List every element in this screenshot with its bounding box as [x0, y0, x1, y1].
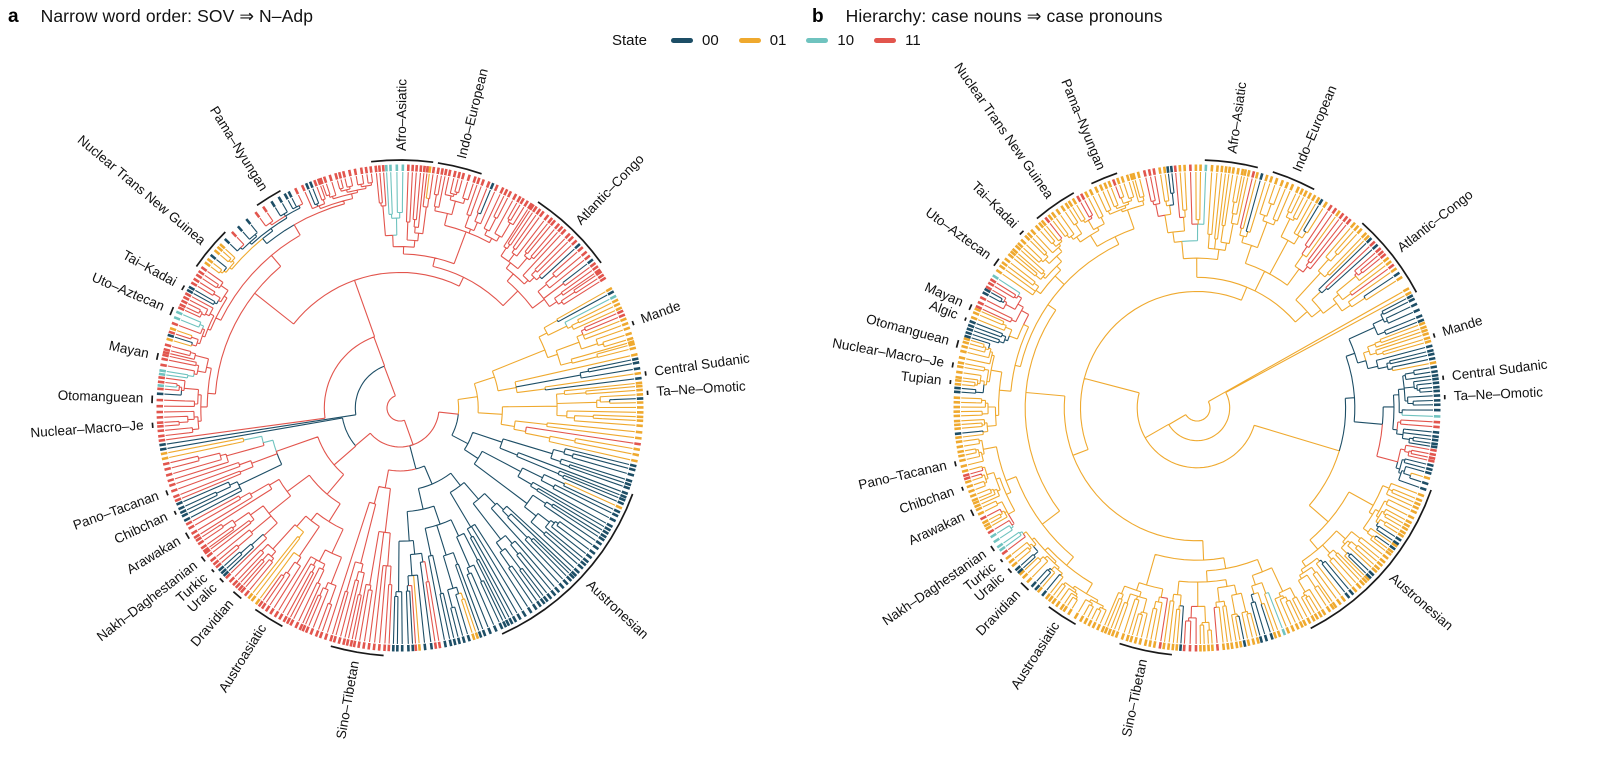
family-label-ta-ne-omotic: Ta–Ne–Omotic: [1453, 384, 1543, 403]
family-label-indo-european: Indo–European: [1290, 83, 1340, 174]
family-label-indo-european: Indo–European: [454, 67, 491, 160]
family-label-central-sudanic: Central Sudanic: [1451, 357, 1548, 384]
family-label-sino-tibetan: Sino–Tibetan: [333, 660, 362, 740]
family-label-nuclear-trans-new-guinea: Nuclear Trans New Guinea: [75, 132, 209, 248]
tip-ring-state-10: [990, 164, 1441, 636]
legend-title: State: [612, 32, 648, 49]
family-label-austroasiatic: Austroasiatic: [216, 621, 270, 695]
family-label-arawakan: Arawakan: [906, 509, 967, 548]
tip-ring-state-10: [157, 164, 617, 388]
family-label-pama-nyungan: Pama–Nyungan: [207, 104, 271, 194]
family-label-austroasiatic: Austroasiatic: [1008, 619, 1063, 692]
panel-b-letter: b: [812, 6, 824, 27]
family-label-atlantic-congo: Atlantic–Congo: [572, 151, 646, 227]
panel-b-title: b Hierarchy: case nouns ⇒ case pronouns: [812, 6, 1163, 28]
tip-ring-state-01: [160, 166, 644, 651]
panel-a-title: a Narrow word order: SOV ⇒ N–Adp: [8, 6, 313, 28]
family-label-nuclear-macro-je: Nuclear–Macro–Je: [30, 417, 144, 440]
family-extent-arcs: [151, 159, 649, 657]
family-label-tai-kadai: Tai–Kadai: [969, 178, 1022, 231]
state-10-label: 10: [837, 32, 855, 49]
family-label-afro-asiatic: Afro–Asiatic: [394, 79, 410, 151]
family-label-mayan: Mayan: [108, 338, 151, 361]
family-label-uto-aztecan: Uto–Aztecan: [923, 205, 994, 263]
legend-item-00: 00: [671, 32, 719, 49]
tip-ring-state-11: [156, 164, 641, 652]
branches-state-00: [164, 188, 636, 645]
phylogeny-panel-b: Afro–Asiatic Indo–European Atlantic–Congo M…: [831, 60, 1548, 738]
family-label-chibchan: Chibchan: [897, 484, 956, 517]
branches-state-11: [163, 172, 634, 644]
state-00-label: 00: [702, 32, 719, 49]
family-label-sino-tibetan: Sino–Tibetan: [1119, 658, 1150, 738]
tip-ring-state-00: [953, 165, 1441, 651]
branches-state-11: [970, 172, 1433, 644]
legend-item-01: 01: [738, 32, 787, 49]
branches-state-10: [996, 172, 1433, 629]
panel-a-title-text: Narrow word order: SOV ⇒ N–Adp: [40, 6, 314, 26]
branches-state-00: [961, 173, 1434, 644]
family-label-central-sudanic: Central Sudanic: [653, 350, 750, 378]
branches-state-01: [168, 173, 637, 644]
tip-ring-state-00: [156, 181, 644, 652]
state-11-label: 11: [905, 32, 921, 49]
family-label-pama-nyungan: Pama–Nyungan: [1058, 77, 1108, 172]
family-label-austronesian: Austronesian: [584, 577, 652, 642]
family-label-mande: Mande: [639, 298, 683, 326]
state-00-swatch: [671, 38, 694, 43]
state-11-swatch: [874, 38, 897, 43]
family-label-mande: Mande: [1440, 313, 1484, 339]
family-label-nuclear-trans-new-guinea: Nuclear Trans New Guinea: [951, 60, 1057, 202]
state-01-label: 01: [769, 32, 787, 49]
family-label-otomanguean: Otomanguean: [57, 388, 143, 406]
branches-state-10: [164, 171, 610, 452]
panel-b-title-text: Hierarchy: case nouns ⇒ case pronouns: [845, 6, 1163, 26]
state-01-swatch: [738, 38, 761, 43]
tip-ring-state-11: [962, 164, 1441, 652]
family-label-atlantic-congo: Atlantic–Congo: [1394, 187, 1475, 255]
family-label-ta-ne-omotic: Ta–Ne–Omotic: [656, 378, 746, 398]
family-label-pano-tacanan: Pano–Tacanan: [857, 458, 948, 493]
phylogeny-panel-a: Afro–Asiatic Indo–European Atlantic–Congo M…: [30, 67, 751, 740]
state-legend: State 00 01 10 11: [612, 32, 921, 49]
family-extent-arcs: [949, 159, 1446, 656]
tip-ring-state-01: [953, 164, 1437, 652]
family-label-tupian: Tupian: [900, 368, 942, 387]
legend-item-11: 11: [874, 32, 921, 49]
family-label-austronesian: Austronesian: [1387, 570, 1456, 633]
panel-a-letter: a: [8, 6, 19, 27]
state-10-swatch: [806, 38, 829, 43]
branches-state-01: [960, 171, 1429, 645]
legend-item-10: 10: [806, 32, 854, 49]
family-label-afro-asiatic: Afro–Asiatic: [1224, 81, 1249, 155]
